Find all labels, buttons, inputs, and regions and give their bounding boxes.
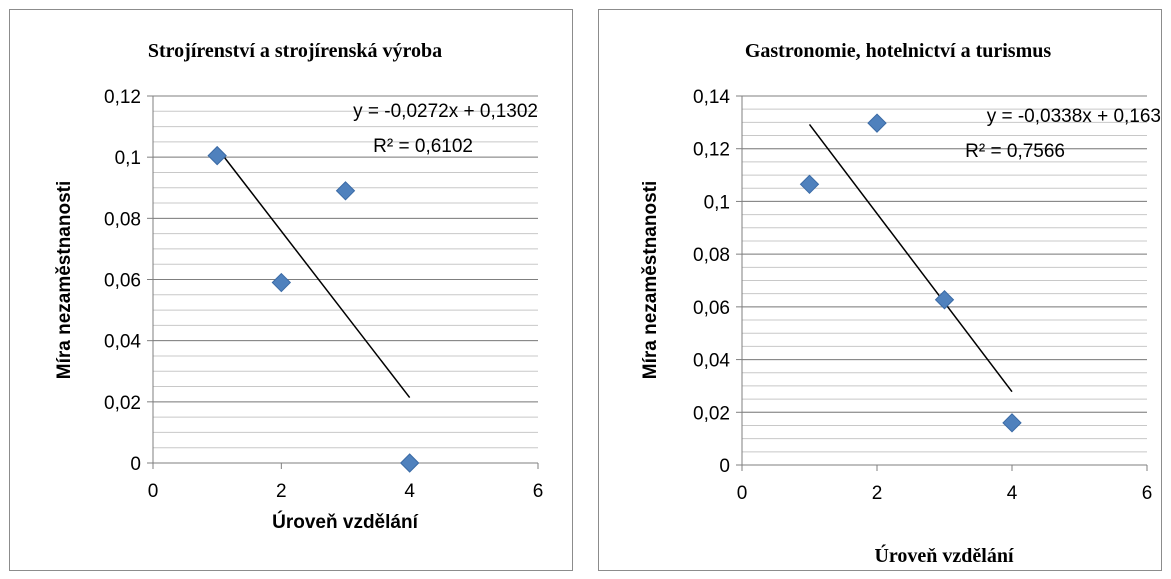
data-point (1002, 413, 1022, 433)
y-axis-label: Míra nezaměstnanosti (54, 181, 75, 380)
y-tick-label: 0,1 (704, 192, 730, 213)
r-squared-label: R² = 0,6102 (373, 136, 473, 157)
trendline (808, 124, 1013, 393)
data-point (207, 145, 227, 166)
x-tick-label: 4 (1007, 483, 1018, 504)
chart-panel-left: 0 0,02 0,04 0,06 0,08 0,1 0,12 0 2 4 6 Strojírenstv… (9, 9, 573, 571)
trendline (216, 147, 411, 399)
x-axis-label: Úroveň vzdělání (272, 511, 418, 533)
trendline-equation: y = -0,0272x + 0,1302 (353, 101, 538, 122)
y-tick-label: 0,04 (104, 332, 141, 353)
data-point (271, 272, 292, 293)
scatter-chart-right: 0 0,02 0,04 0,06 0,08 0,1 0,12 0,14 0 2 4 6 Gastrono… (640, 40, 1161, 567)
x-tick-label: 4 (404, 481, 415, 502)
x-axis-label: Úroveň vzdělání (874, 543, 1014, 567)
y-tick-label: 0 (130, 454, 141, 475)
data-point (934, 290, 955, 310)
y-tick-label: 0,06 (104, 271, 141, 292)
y-tick-label: 0,14 (693, 87, 730, 108)
y-tick-label: 0,02 (693, 403, 730, 424)
x-tick-label: 6 (1142, 483, 1153, 504)
data-point (335, 181, 356, 201)
y-tick-label: 0 (719, 456, 730, 477)
data-point (799, 174, 820, 195)
y-tick-label: 0,08 (104, 209, 141, 230)
trendline-equation: y = -0,0338x + 0,163 (987, 106, 1161, 127)
y-tick-label: 0,12 (693, 140, 730, 161)
data-point (867, 113, 887, 133)
x-tick-label: 2 (872, 483, 883, 504)
x-tick-label: 0 (148, 481, 159, 502)
scatter-chart-left: 0 0,02 0,04 0,06 0,08 0,1 0,12 0 2 4 6 Strojírenstv… (54, 40, 544, 533)
y-tick-label: 0,02 (104, 393, 141, 414)
data-point (399, 453, 420, 473)
x-tick-label: 2 (276, 481, 287, 502)
chart-panel-right: 0 0,02 0,04 0,06 0,08 0,1 0,12 0,14 0 2 4 6 Gastrono… (598, 9, 1162, 571)
r-squared-label: R² = 0,7566 (965, 141, 1065, 162)
chart-title: Gastronomie, hotelnictví a turismus (745, 40, 1052, 62)
y-tick-label: 0,04 (693, 351, 730, 372)
y-tick-label: 0,1 (115, 148, 141, 169)
x-tick-label: 0 (737, 483, 748, 504)
chart-title: Strojírenství a strojírenská výroba (148, 40, 442, 62)
y-tick-label: 0,12 (104, 87, 141, 108)
x-tick-label: 6 (533, 481, 544, 502)
y-axis-label: Míra nezaměstnanosti (640, 181, 661, 380)
y-tick-label: 0,08 (693, 245, 730, 266)
y-tick-label: 0,06 (693, 298, 730, 319)
